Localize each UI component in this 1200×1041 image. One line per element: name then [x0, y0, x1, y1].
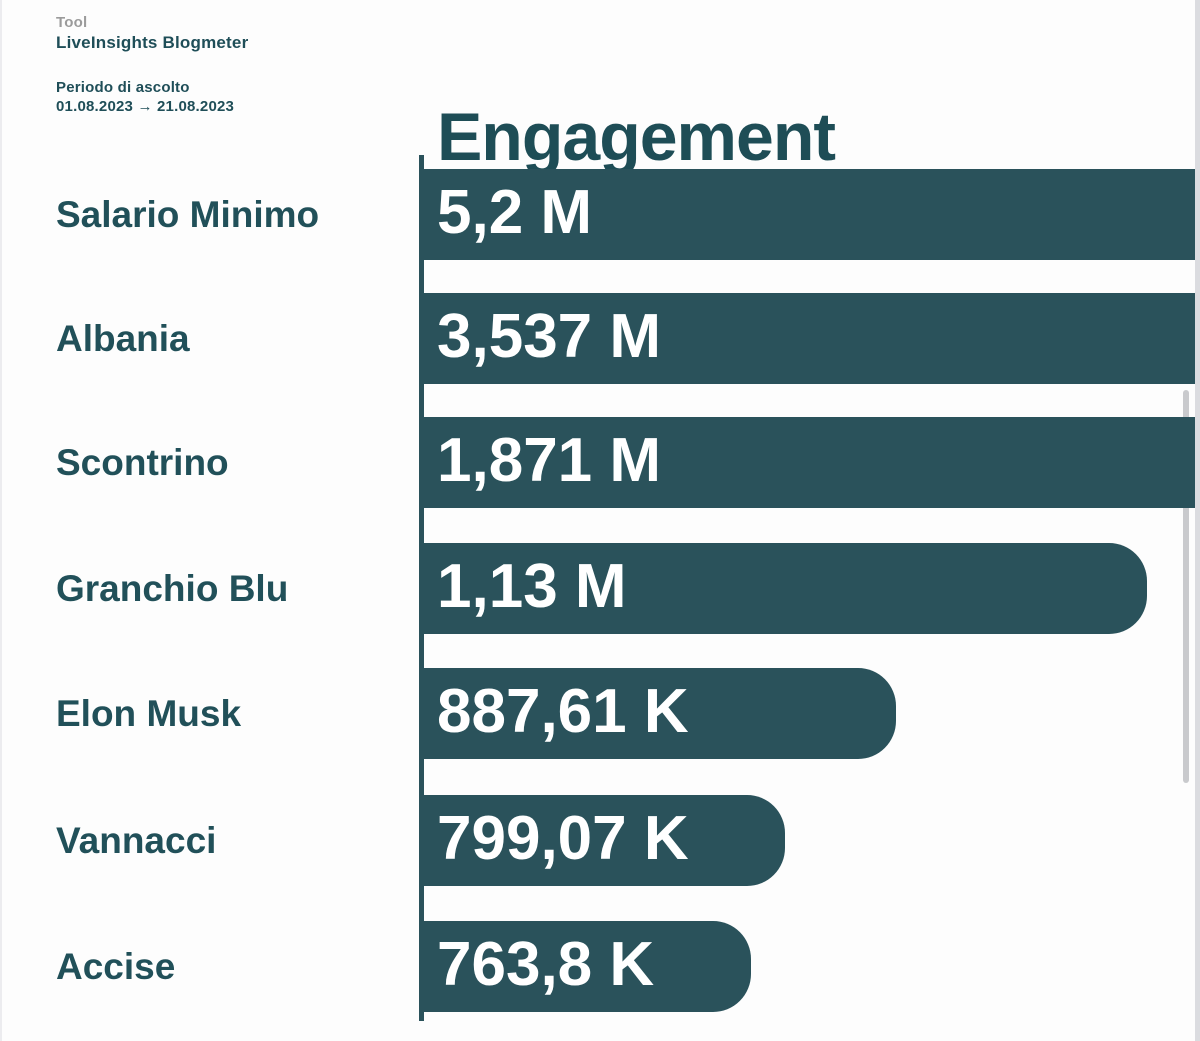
period-label: Periodo di ascolto	[56, 79, 190, 96]
bar-value-label: 5,2 M	[437, 177, 593, 247]
bar: 799,07 K	[424, 795, 785, 886]
bar: 5,2 M	[424, 169, 1195, 260]
category-label: Vannacci	[56, 819, 217, 861]
bar: 1,13 M	[424, 543, 1147, 634]
y-axis-line	[419, 155, 424, 1021]
bar-value-label: 887,61 K	[437, 676, 689, 746]
bar-value-label: 3,537 M	[437, 301, 662, 371]
bar: 763,8 K	[424, 921, 751, 1012]
bar-value-label: 1,13 M	[437, 551, 627, 621]
bar: 3,537 M	[424, 293, 1195, 384]
tool-label: Tool	[56, 14, 88, 31]
period-range: 01.08.2023 → 21.08.2023	[56, 98, 235, 115]
period-meta: Periodo di ascolto 01.08.2023 → 21.08.20…	[56, 78, 234, 116]
window-edge-left	[0, 0, 2, 1041]
category-label: Elon Musk	[56, 692, 242, 734]
scrollbar-thumb[interactable]	[1183, 390, 1189, 783]
category-label: Scontrino	[56, 441, 229, 483]
bar: 887,61 K	[424, 668, 896, 759]
tool-meta: Tool LiveInsights Blogmeter	[56, 13, 248, 53]
category-label: Salario Minimo	[56, 193, 320, 235]
tool-name: LiveInsights Blogmeter	[56, 33, 249, 52]
bar: 1,871 M	[424, 417, 1195, 508]
category-label: Accise	[56, 945, 176, 987]
bar-value-label: 763,8 K	[437, 929, 655, 999]
chart-title: Engagement	[436, 98, 836, 175]
bar-value-label: 1,871 M	[437, 425, 662, 495]
bar-value-label: 799,07 K	[437, 803, 689, 873]
category-label: Granchio Blu	[56, 567, 289, 609]
category-label: Albania	[56, 317, 190, 359]
window-edge-right	[1195, 0, 1200, 1041]
